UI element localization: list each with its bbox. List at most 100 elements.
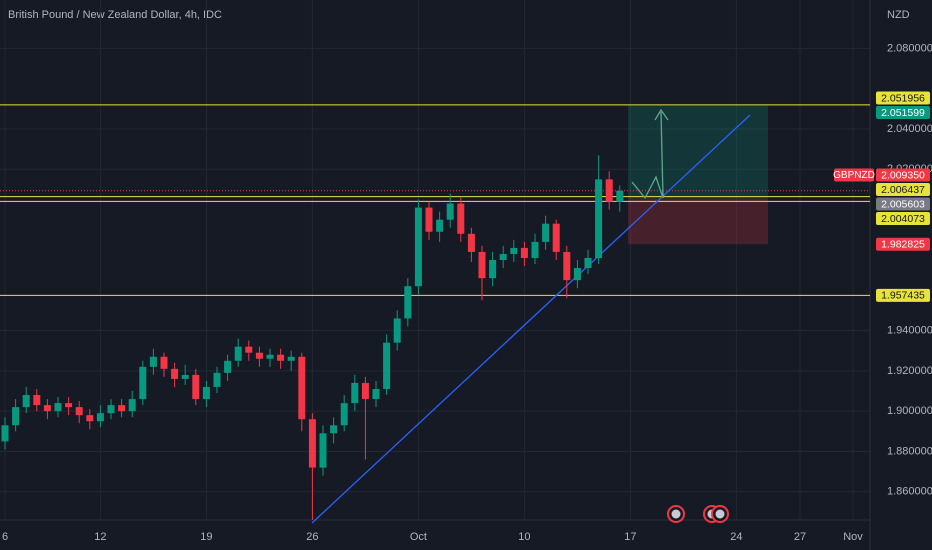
candle-body (86, 415, 94, 422)
candle-body (393, 318, 401, 343)
candle-body (457, 203, 465, 234)
candle-body (361, 382, 369, 400)
x-tick-label: 6 (2, 531, 8, 543)
candle-body (255, 352, 263, 359)
symbol-badge-label: GBPNZD (833, 170, 875, 181)
x-tick-label: 10 (518, 531, 530, 543)
candle-body (510, 247, 518, 254)
y-tick-label: 2.080000 (887, 42, 932, 54)
price-badge (876, 197, 930, 211)
candle-body (319, 433, 327, 468)
candle-body (43, 405, 51, 412)
arrow-head (654, 108, 669, 121)
candle-body (234, 346, 242, 361)
candle-body (340, 403, 348, 426)
candle-body (563, 251, 571, 281)
price-badge-label: 1.957435 (881, 290, 925, 302)
candle-body (383, 342, 391, 389)
candle-body (372, 388, 380, 400)
price-badge-label: 2.009350 (881, 169, 925, 181)
candle-body (298, 356, 306, 420)
candle-body (1, 425, 9, 442)
candle-body (33, 395, 41, 406)
candle-body (573, 268, 581, 281)
candle-body (54, 403, 62, 412)
x-tick-label: Nov (843, 531, 863, 543)
candle-body (277, 354, 285, 361)
price-badge-label: 2.005603 (881, 198, 925, 210)
y-tick-label: 1.900000 (887, 405, 932, 417)
candle-body (22, 395, 30, 408)
y-axis-label: NZD (887, 9, 910, 21)
price-badge (876, 237, 930, 251)
x-tick-label: 12 (94, 531, 106, 543)
y-tick-label: 1.880000 (887, 445, 932, 457)
price-badge-label: 2.051956 (881, 92, 925, 104)
candle-body (605, 179, 613, 202)
price-badge (876, 106, 930, 120)
candle-body (404, 286, 412, 319)
candle-body (266, 354, 274, 359)
candle-body (584, 257, 592, 269)
candle-body (531, 241, 539, 258)
candle-body (414, 207, 422, 287)
y-tick-label: 2.040000 (887, 123, 932, 135)
candle-body (436, 219, 444, 232)
trendline (311, 114, 751, 524)
candle-body (107, 405, 115, 414)
candle-body (139, 366, 147, 400)
candle-body (171, 368, 179, 379)
candle-body (181, 374, 189, 379)
price-badge-label: 1.982825 (881, 239, 925, 251)
candle-body (245, 346, 253, 353)
candle-body (224, 360, 232, 373)
price-badge (876, 212, 930, 226)
candle-body (425, 207, 433, 232)
candle-body (542, 223, 550, 242)
position-profit-zone (628, 105, 768, 199)
price-badge-label: 2.006437 (881, 184, 925, 196)
candle-body (499, 253, 507, 260)
candle-body (128, 399, 136, 412)
candle-body (12, 407, 20, 426)
price-badge (876, 288, 930, 302)
x-tick-label: 17 (624, 531, 636, 543)
candle-body (308, 419, 316, 468)
x-tick-label: 26 (306, 531, 318, 543)
candle-body (118, 405, 126, 412)
candle-body (192, 374, 200, 400)
candle-body (552, 223, 560, 252)
candle-body (160, 356, 168, 369)
chart-title: British Pound / New Zealand Dollar, 4h, … (8, 9, 222, 21)
x-tick-label: Oct (410, 531, 427, 543)
position-loss-zone (628, 198, 768, 245)
price-badge (876, 168, 930, 182)
x-tick-label: 19 (200, 531, 212, 543)
price-badge-label: 2.004073 (881, 213, 925, 225)
y-tick-label: 1.940000 (887, 324, 932, 336)
price-badge (876, 183, 930, 197)
symbol-badge (834, 168, 874, 182)
candle-body (616, 190, 624, 202)
price-badge-label: 2.051599 (881, 107, 925, 119)
projection-arrow (631, 111, 664, 200)
candle-body (478, 251, 486, 279)
candle-body (75, 407, 83, 416)
event-icon-inner (715, 509, 725, 519)
candle-body (351, 382, 359, 404)
candle-body (489, 260, 497, 279)
candle-body (65, 403, 73, 408)
candle-body (202, 386, 210, 400)
candle-body (446, 203, 454, 220)
y-tick-label: 1.860000 (887, 486, 932, 498)
candle-body (595, 179, 603, 258)
event-icon-inner (671, 509, 681, 519)
candle-body (520, 247, 528, 258)
x-tick-label: 27 (794, 531, 806, 543)
candle-body (330, 425, 338, 434)
candle-body (149, 356, 157, 367)
candle-body (96, 413, 104, 422)
y-tick-label: 1.920000 (887, 365, 932, 377)
